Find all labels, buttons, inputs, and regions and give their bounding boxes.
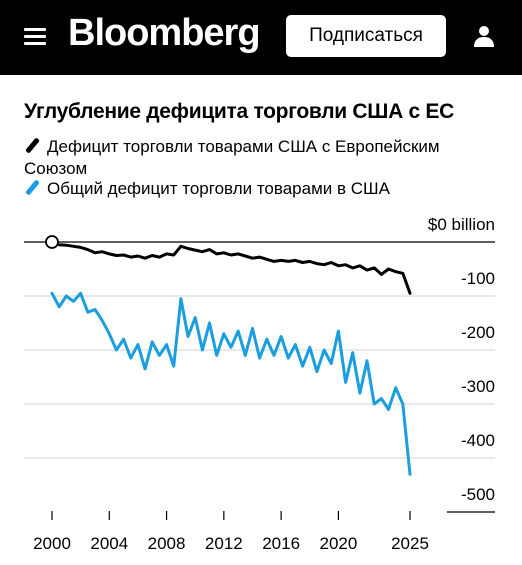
y-tick-label: -200 bbox=[461, 323, 495, 342]
user-icon[interactable] bbox=[472, 24, 496, 48]
legend-swatch-total bbox=[25, 179, 40, 196]
markers bbox=[45, 235, 59, 249]
gridlines bbox=[24, 241, 495, 513]
legend-item-eu-deficit: Дефицит торговли товарами США с Европейс… bbox=[24, 136, 504, 180]
legend-label-total: Общий дефицит торговли товарами в США bbox=[47, 179, 390, 198]
series-line-total-deficit bbox=[50, 291, 412, 476]
x-tick-label: 2004 bbox=[90, 534, 128, 553]
y-tick-label: -500 bbox=[461, 485, 495, 504]
y-tick-label: -300 bbox=[461, 377, 495, 396]
series-line-eu-deficit bbox=[50, 242, 412, 295]
chart-title: Углубление дефицита торговли США с ЕС bbox=[24, 100, 454, 123]
start-point-marker bbox=[45, 235, 59, 249]
x-tick-label: 2000 bbox=[33, 534, 71, 553]
y-tick-label: -400 bbox=[461, 431, 495, 450]
y-tick-label: -100 bbox=[461, 269, 495, 288]
x-tick-label: 2016 bbox=[262, 534, 300, 553]
x-tick-label: 2020 bbox=[319, 534, 357, 553]
legend-label-eu: Дефицит торговли товарами США с Европейс… bbox=[24, 137, 440, 178]
x-tick-label: 2025 bbox=[391, 534, 429, 553]
x-tick-label: 2012 bbox=[205, 534, 243, 553]
x-tick-label: 2008 bbox=[148, 534, 186, 553]
x-axis: 2000 2004 2008 2012 2016 2020 2025 bbox=[33, 511, 429, 553]
bloomberg-logo[interactable]: Bloomberg bbox=[68, 12, 261, 54]
line-chart: $0 billion-100-200-300-400-500 2000 2004 2… bbox=[24, 215, 495, 553]
series-lines bbox=[50, 242, 412, 476]
site-header: Bloomberg Подписаться bbox=[0, 0, 522, 75]
y-axis-tick-labels: $0 billion -100 -200 -300 -400 -500 bbox=[428, 215, 495, 504]
y-tick-label: $0 billion bbox=[428, 215, 495, 234]
legend-swatch-eu bbox=[25, 137, 40, 154]
hamburger-menu-icon[interactable] bbox=[24, 26, 46, 46]
subscribe-button[interactable]: Подписаться bbox=[286, 15, 446, 57]
legend-item-total-deficit: Общий дефицит торговли товарами в США bbox=[24, 178, 504, 200]
